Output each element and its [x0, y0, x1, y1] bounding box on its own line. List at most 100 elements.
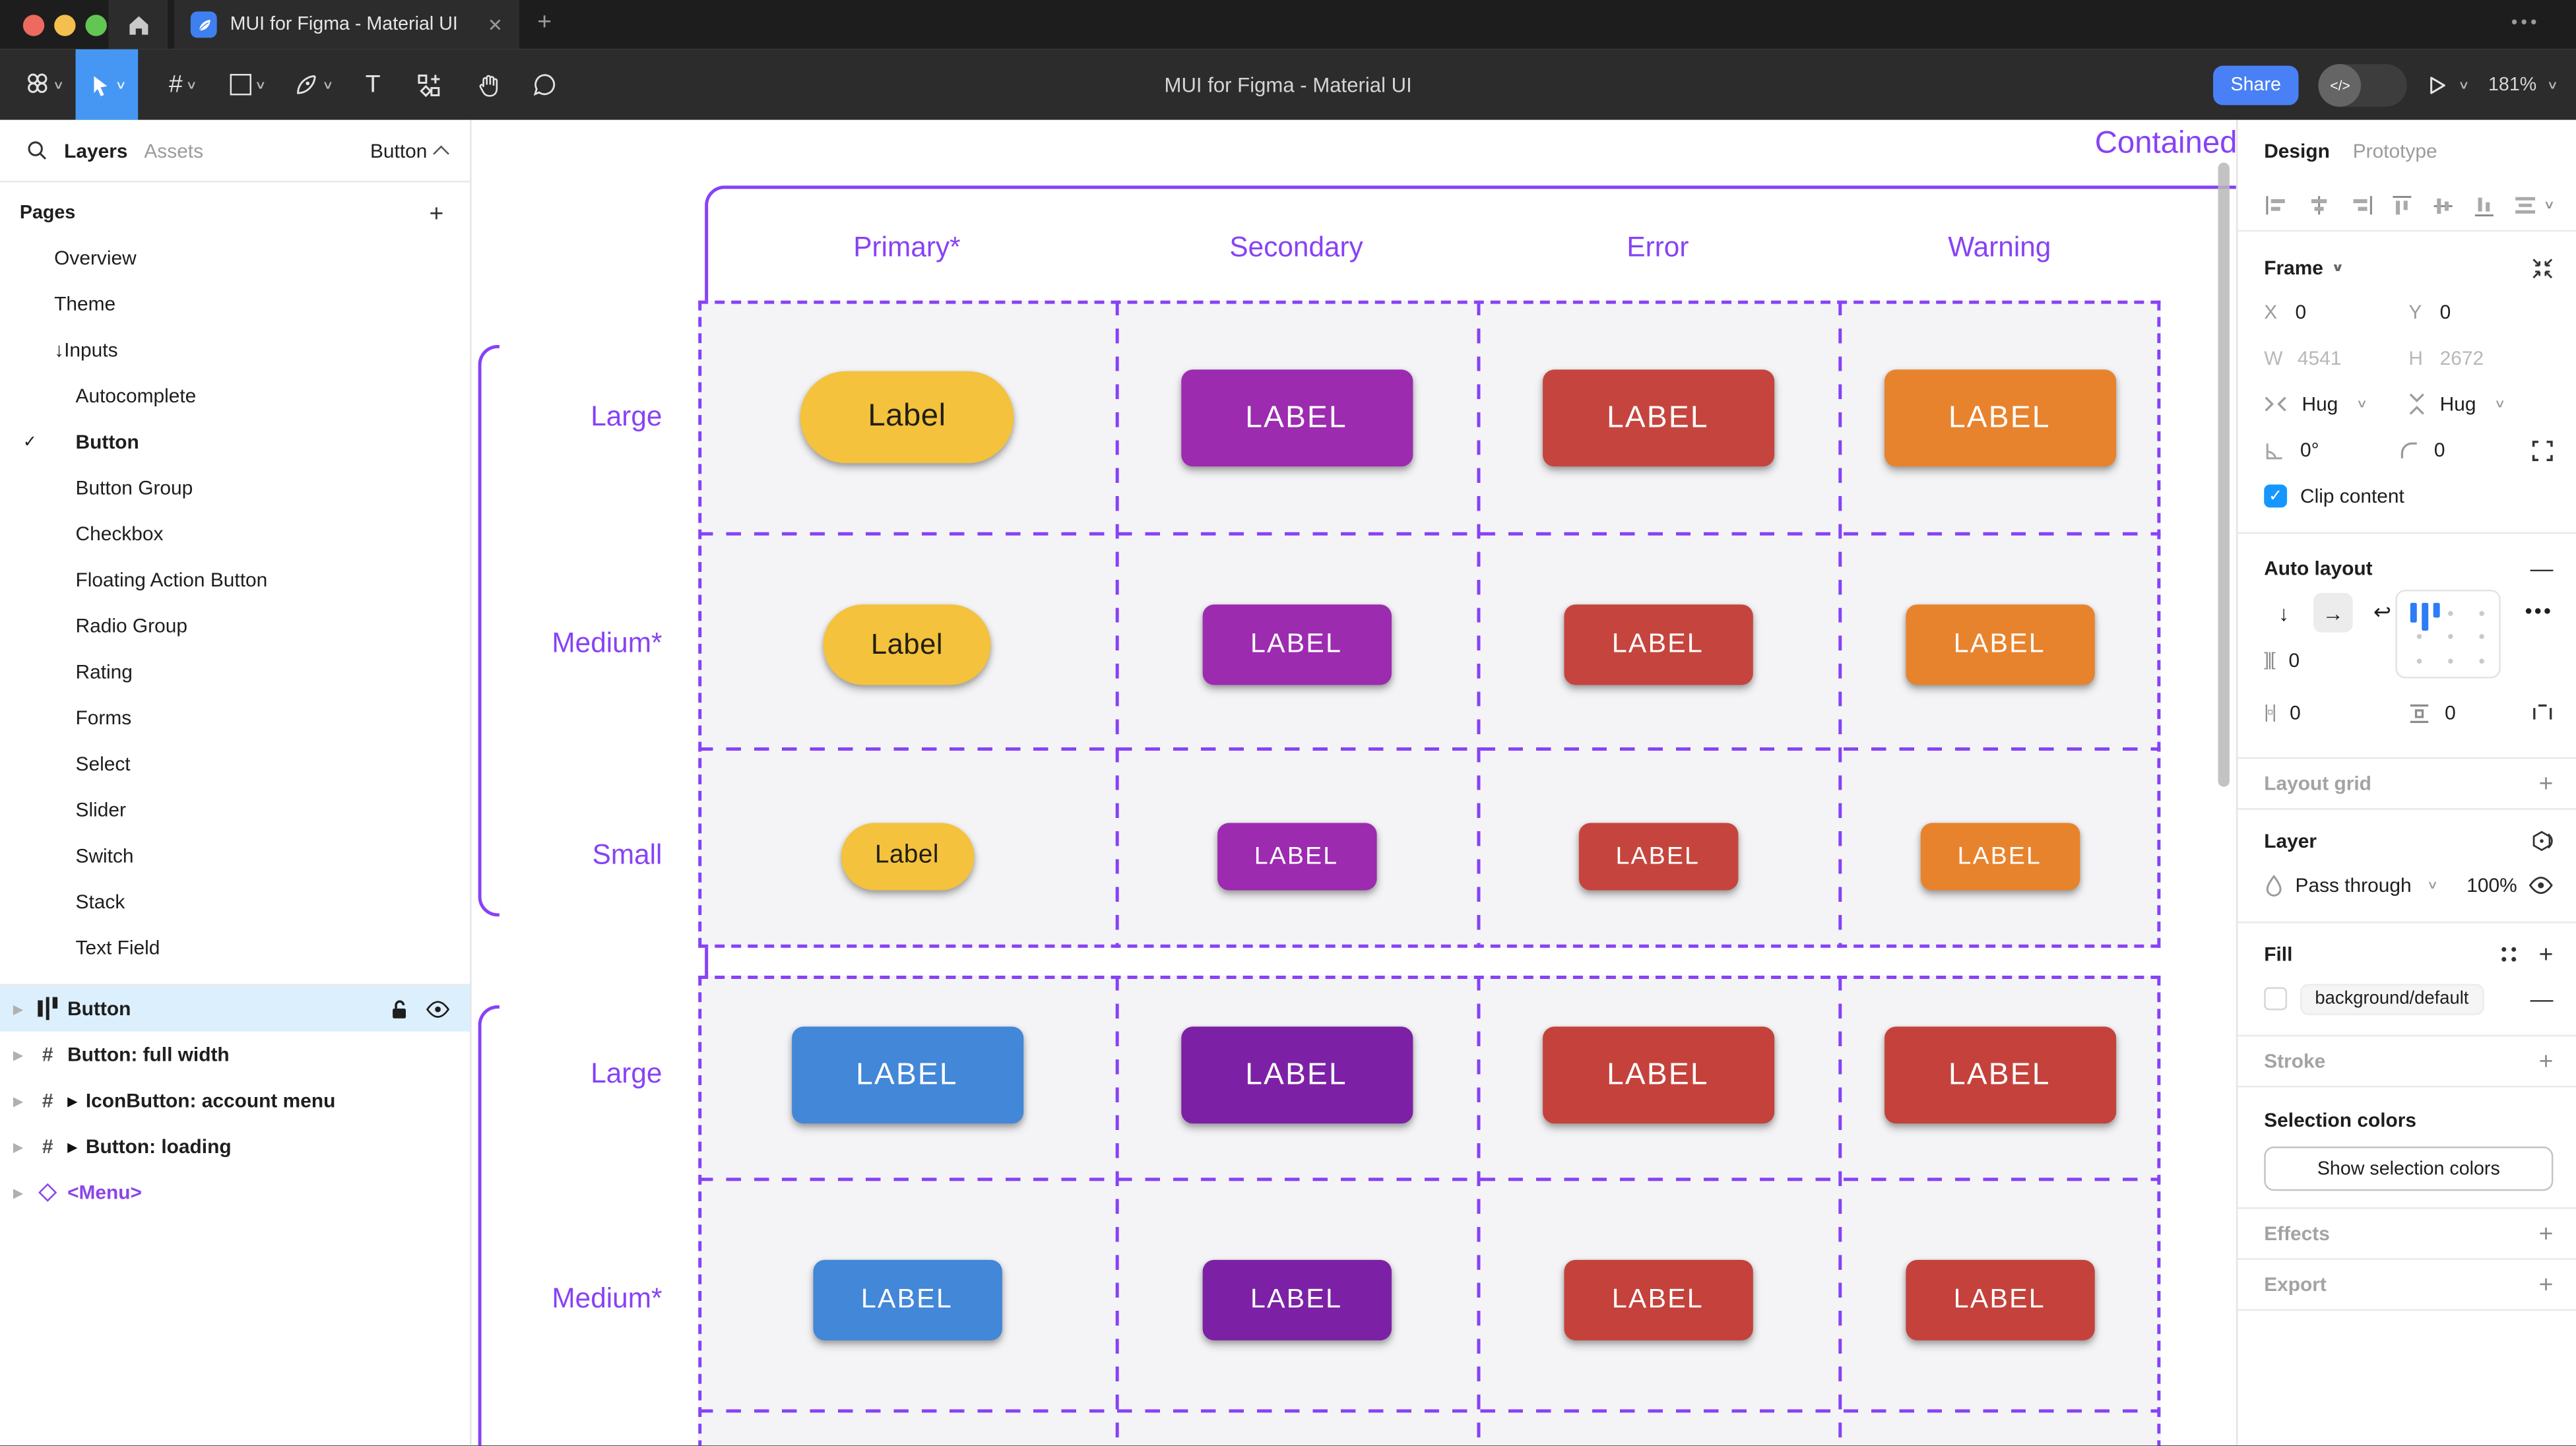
visibility-icon[interactable] — [426, 999, 450, 1017]
show-selection-colors-button[interactable]: Show selection colors — [2264, 1147, 2554, 1191]
blend-mode-icon[interactable] — [2530, 829, 2554, 852]
independent-padding-icon[interactable] — [2532, 702, 2553, 723]
canvas-button-small-warning[interactable]: LABEL — [1919, 822, 2080, 890]
pen-tool-button[interactable]: ∨ — [286, 49, 342, 120]
canvas-button-small-error[interactable]: LABEL — [1578, 822, 1738, 890]
tab-close-icon[interactable]: ✕ — [487, 15, 503, 36]
row-label-medium[interactable]: Medium* — [552, 1282, 662, 1314]
auto-layout-horizontal-button[interactable]: → — [2313, 592, 2353, 633]
page-item-forms[interactable]: Forms — [0, 695, 470, 741]
distribute-menu-icon[interactable]: ∨ — [2513, 194, 2555, 217]
layer-visibility-icon[interactable] — [2528, 875, 2553, 895]
expand-chevron-icon[interactable]: ▶ — [13, 1047, 24, 1062]
canvas-button-large-warning[interactable]: LABEL — [1883, 369, 2115, 466]
frame-section-title[interactable]: Frame — [2264, 256, 2323, 280]
layer-item-iconbutton-account-menu[interactable]: ▶ # ▶ IconButton: account menu — [0, 1077, 470, 1123]
remove-auto-layout-button[interactable]: — — [2530, 555, 2554, 582]
search-icon[interactable] — [26, 140, 48, 161]
row-label-medium[interactable]: Medium* — [552, 627, 662, 659]
canvas-button-large-error[interactable]: LABEL — [1541, 369, 1774, 466]
remove-fill-button[interactable]: — — [2530, 986, 2554, 1012]
canvas-button-large-error[interactable]: LABEL — [1541, 1026, 1774, 1123]
add-fill-button[interactable]: + — [2538, 940, 2554, 968]
window-close-button[interactable] — [22, 14, 45, 36]
canvas-button-large-secondary[interactable]: LABEL — [1180, 1026, 1413, 1123]
expand-chevron-icon[interactable]: ▶ — [13, 1185, 24, 1200]
column-header-secondary[interactable]: Secondary — [1229, 232, 1363, 263]
rotation-field[interactable]: 0° — [2264, 439, 2398, 462]
independent-corners-icon[interactable] — [2532, 439, 2553, 460]
move-tool-button[interactable]: ∨ — [75, 49, 139, 120]
page-item-overview[interactable]: Overview — [0, 235, 470, 281]
canvas[interactable]: Contained Primary* Secondary Error Warning L… — [471, 119, 2236, 1446]
frame-name-label[interactable]: Contained — [2094, 126, 2236, 162]
hand-tool-button[interactable] — [467, 49, 509, 120]
page-item-stack[interactable]: Stack — [0, 879, 470, 925]
page-item-theme[interactable]: Theme — [0, 281, 470, 327]
frame-tool-button[interactable]: # ∨ — [168, 71, 198, 99]
canvas-button-medium-secondary[interactable]: LABEL — [1202, 1259, 1391, 1340]
canvas-button-medium-warning[interactable]: LABEL — [1905, 1259, 2094, 1340]
canvas-button-medium-warning[interactable]: LABEL — [1905, 604, 2094, 685]
tab-prototype[interactable]: Prototype — [2352, 139, 2437, 162]
expand-chevron-icon[interactable]: ▶ — [13, 1093, 24, 1108]
alignment-grid-widget[interactable] — [2395, 589, 2501, 679]
document-tab[interactable]: MUI for Figma - Material UI ✕ — [174, 0, 519, 49]
blend-mode-dropdown[interactable]: Pass through — [2295, 873, 2412, 897]
tab-design[interactable]: Design — [2264, 139, 2330, 162]
shape-tool-button[interactable]: ∨ — [220, 49, 276, 120]
column-header-primary[interactable]: Primary* — [853, 232, 961, 263]
window-zoom-button[interactable] — [85, 14, 107, 36]
tab-layers[interactable]: Layers — [64, 139, 128, 162]
page-item-button[interactable]: ✓ Button — [0, 419, 470, 465]
layer-item-button-full-width[interactable]: ▶ # Button: full width — [0, 1032, 470, 1078]
auto-layout-vertical-button[interactable]: ↓ — [2278, 600, 2290, 625]
share-button[interactable]: Share — [2212, 65, 2300, 105]
horizontal-sizing-dropdown[interactable]: Hug ∨ — [2264, 393, 2408, 416]
row-label-small[interactable]: Small — [592, 839, 662, 871]
canvas-button-large-secondary[interactable]: LABEL — [1180, 369, 1413, 466]
collapse-frame-icon[interactable] — [2532, 257, 2553, 278]
layer-item-button[interactable]: ▶ Button — [0, 986, 470, 1032]
page-item-select[interactable]: Select — [0, 741, 470, 787]
resources-tool-button[interactable] — [408, 49, 451, 120]
text-tool-button[interactable]: T — [355, 49, 391, 120]
window-minimize-button[interactable] — [54, 14, 76, 36]
row-label-large[interactable]: Large — [591, 1057, 662, 1089]
vertical-padding-field[interactable]: 0 — [2408, 701, 2456, 724]
canvas-button-medium-error[interactable]: LABEL — [1563, 1259, 1753, 1340]
page-item-autocomplete[interactable]: Autocomplete — [0, 373, 470, 419]
dev-mode-toggle[interactable]: </> — [2319, 63, 2408, 106]
canvas-button-small-secondary[interactable]: LABEL — [1216, 822, 1376, 890]
tab-overflow-menu[interactable]: ••• — [2511, 13, 2540, 33]
home-tab[interactable] — [108, 0, 168, 49]
page-item-button-group[interactable]: Button Group — [0, 465, 470, 511]
add-export-button[interactable]: + — [2538, 1271, 2554, 1299]
align-left-icon[interactable] — [2264, 194, 2288, 217]
canvas-button-small-primary[interactable]: Label — [840, 822, 974, 890]
column-header-error[interactable]: Error — [1626, 232, 1689, 263]
page-item-slider[interactable]: Slider — [0, 787, 470, 833]
row-label-large[interactable]: Large — [591, 400, 662, 432]
tab-assets[interactable]: Assets — [144, 139, 204, 162]
unlock-icon[interactable] — [389, 998, 409, 1019]
fill-token-chip[interactable]: background/default — [2300, 983, 2484, 1015]
auto-layout-wrap-button[interactable]: ↩ — [2373, 599, 2392, 625]
align-bottom-icon[interactable] — [2473, 193, 2496, 218]
align-top-icon[interactable] — [2391, 193, 2414, 218]
main-menu-button[interactable]: ∨ — [16, 49, 73, 120]
add-layout-grid-button[interactable]: + — [2538, 769, 2554, 798]
page-item-switch[interactable]: Switch — [0, 833, 470, 879]
corner-radius-field[interactable]: 0 — [2398, 439, 2532, 462]
align-right-icon[interactable] — [2349, 194, 2373, 217]
canvas-button-large-warning[interactable]: LABEL — [1883, 1026, 2115, 1123]
add-page-button[interactable]: + — [429, 199, 444, 228]
canvas-button-large-primary[interactable]: LABEL — [790, 1026, 1023, 1123]
page-item-radio-group[interactable]: Radio Group — [0, 603, 470, 649]
new-tab-button[interactable]: + — [537, 8, 552, 36]
page-item-checkbox[interactable]: Checkbox — [0, 511, 470, 557]
layer-item-button-loading[interactable]: ▶ # ▶ Button: loading — [0, 1123, 470, 1170]
layer-item--menu-[interactable]: ▶ <Menu> — [0, 1170, 470, 1216]
